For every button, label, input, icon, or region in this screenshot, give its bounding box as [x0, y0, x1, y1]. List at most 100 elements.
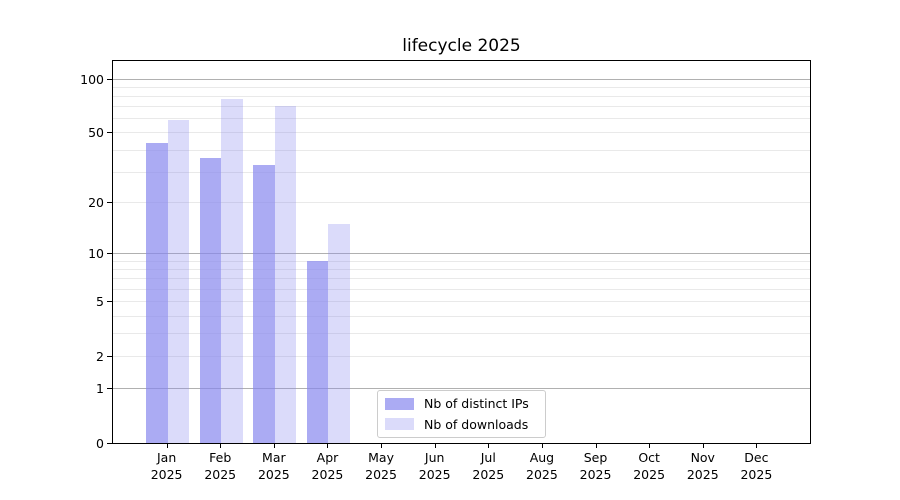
x-tick-month-oct: Oct — [638, 450, 660, 465]
y-tick-100 — [107, 78, 112, 80]
x-tick-month-apr: Apr — [316, 450, 339, 465]
legend-swatch-downloads — [385, 418, 414, 431]
bar-nb-of-distinct-ips-feb — [199, 158, 222, 443]
y-tick-label-2: 2 — [96, 348, 104, 364]
x-tick-nov — [702, 443, 704, 448]
legend-item-distinct-ips: Nb of distinct IPs — [385, 396, 545, 411]
x-tick-year-jul: 2025 — [472, 466, 505, 482]
x-tick-month-may: May — [368, 450, 394, 465]
y-tick-1 — [107, 387, 112, 389]
y-tick-label-10: 10 — [88, 246, 104, 262]
x-tick-year-nov: 2025 — [686, 466, 719, 482]
x-tick-label-feb: Feb 2025 — [188, 450, 252, 483]
x-tick-aug — [541, 443, 543, 448]
gridline-minor-5 — [113, 301, 810, 303]
bar-nb-of-downloads-jan — [167, 120, 189, 443]
chart-title: lifecycle 2025 — [402, 36, 521, 56]
bar-nb-of-downloads-apr — [328, 224, 350, 443]
x-tick-year-feb: 2025 — [204, 466, 237, 482]
x-tick-label-aug: Aug 2025 — [510, 450, 574, 483]
legend-label-distinct-ips: Nb of distinct IPs — [424, 396, 529, 412]
y-tick-label-5: 5 — [96, 294, 104, 310]
x-tick-dec — [756, 443, 758, 448]
x-tick-month-jan: Jan — [156, 450, 177, 465]
gridline-minor-9 — [113, 260, 810, 262]
x-tick-year-jan: 2025 — [150, 466, 183, 482]
y-tick-2 — [107, 355, 112, 357]
x-tick-month-sep: Sep — [583, 450, 608, 465]
x-tick-month-feb: Feb — [209, 450, 232, 465]
x-tick-year-may: 2025 — [365, 466, 397, 482]
legend-label-downloads: Nb of downloads — [424, 416, 529, 432]
gridline-minor-20 — [113, 202, 810, 204]
gridline-minor-6 — [113, 289, 810, 291]
x-tick-year-jun: 2025 — [418, 466, 451, 482]
bar-nb-of-downloads-feb — [221, 99, 243, 443]
x-tick-label-sep: Sep 2025 — [564, 450, 628, 483]
legend-item-downloads: Nb of downloads — [385, 417, 545, 432]
y-tick-50 — [107, 132, 112, 134]
y-tick-label-1: 1 — [96, 380, 104, 396]
gridline-major-10 — [113, 253, 810, 255]
x-tick-year-dec: 2025 — [740, 466, 773, 482]
gridline-minor-3 — [113, 333, 810, 335]
legend-swatch-distinct-ips — [385, 397, 414, 410]
gridline-minor-80 — [113, 95, 810, 97]
x-tick-label-may: May 2025 — [349, 450, 413, 483]
bar-nb-of-downloads-mar — [274, 105, 297, 443]
x-tick-jul — [488, 443, 490, 448]
gridline-minor-90 — [113, 86, 810, 88]
x-tick-label-jul: Jul 2025 — [456, 450, 520, 483]
gridline-minor-40 — [113, 149, 810, 151]
x-tick-apr — [327, 443, 329, 448]
x-tick-label-oct: Oct 2025 — [617, 450, 681, 483]
y-tick-0 — [107, 442, 112, 444]
y-tick-10 — [107, 253, 112, 255]
x-tick-feb — [220, 443, 222, 448]
x-tick-month-jun: Jun — [424, 450, 445, 465]
x-tick-label-dec: Dec 2025 — [724, 450, 788, 483]
bar-nb-of-distinct-ips-apr — [307, 261, 329, 443]
x-tick-year-aug: 2025 — [526, 466, 558, 482]
y-tick-label-20: 20 — [88, 195, 104, 211]
x-tick-year-apr: 2025 — [311, 466, 344, 482]
x-tick-may — [381, 443, 383, 448]
x-tick-label-apr: Apr 2025 — [295, 450, 359, 483]
x-tick-month-aug: Aug — [529, 450, 555, 465]
gridline-major-100 — [113, 78, 810, 80]
y-tick-label-100: 100 — [80, 71, 104, 87]
gridline-minor-60 — [113, 118, 810, 120]
gridline-minor-70 — [113, 106, 810, 108]
x-tick-label-mar: Mar 2025 — [242, 450, 306, 483]
gridline-major-1 — [113, 387, 810, 389]
gridline-minor-30 — [113, 171, 810, 173]
x-tick-month-nov: Nov — [690, 450, 715, 465]
plot-area — [112, 60, 811, 444]
x-tick-jan — [166, 443, 168, 448]
x-tick-jun — [434, 443, 436, 448]
bar-nb-of-distinct-ips-mar — [253, 164, 275, 443]
x-tick-label-jan: Jan 2025 — [135, 450, 199, 483]
x-tick-sep — [595, 443, 597, 448]
x-tick-oct — [649, 443, 651, 448]
x-tick-year-sep: 2025 — [579, 466, 612, 482]
x-tick-year-mar: 2025 — [257, 466, 290, 482]
x-tick-year-oct: 2025 — [633, 466, 666, 482]
gridline-minor-8 — [113, 269, 810, 271]
y-tick-20 — [107, 202, 112, 204]
gridline-minor-4 — [113, 315, 810, 317]
y-tick-5 — [107, 301, 112, 303]
legend: Nb of distinct IPs Nb of downloads — [377, 390, 546, 438]
gridline-minor-50 — [113, 132, 810, 134]
y-tick-label-0: 0 — [96, 435, 104, 451]
x-tick-month-mar: Mar — [262, 450, 286, 465]
gridline-minor-7 — [113, 278, 810, 280]
x-tick-month-jul: Jul — [480, 450, 496, 465]
x-tick-month-dec: Dec — [744, 450, 769, 465]
x-tick-label-nov: Nov 2025 — [671, 450, 735, 483]
x-tick-mar — [273, 443, 275, 448]
bar-nb-of-distinct-ips-jan — [146, 142, 168, 443]
x-tick-label-jun: Jun 2025 — [403, 450, 467, 483]
y-tick-label-50: 50 — [88, 125, 104, 141]
